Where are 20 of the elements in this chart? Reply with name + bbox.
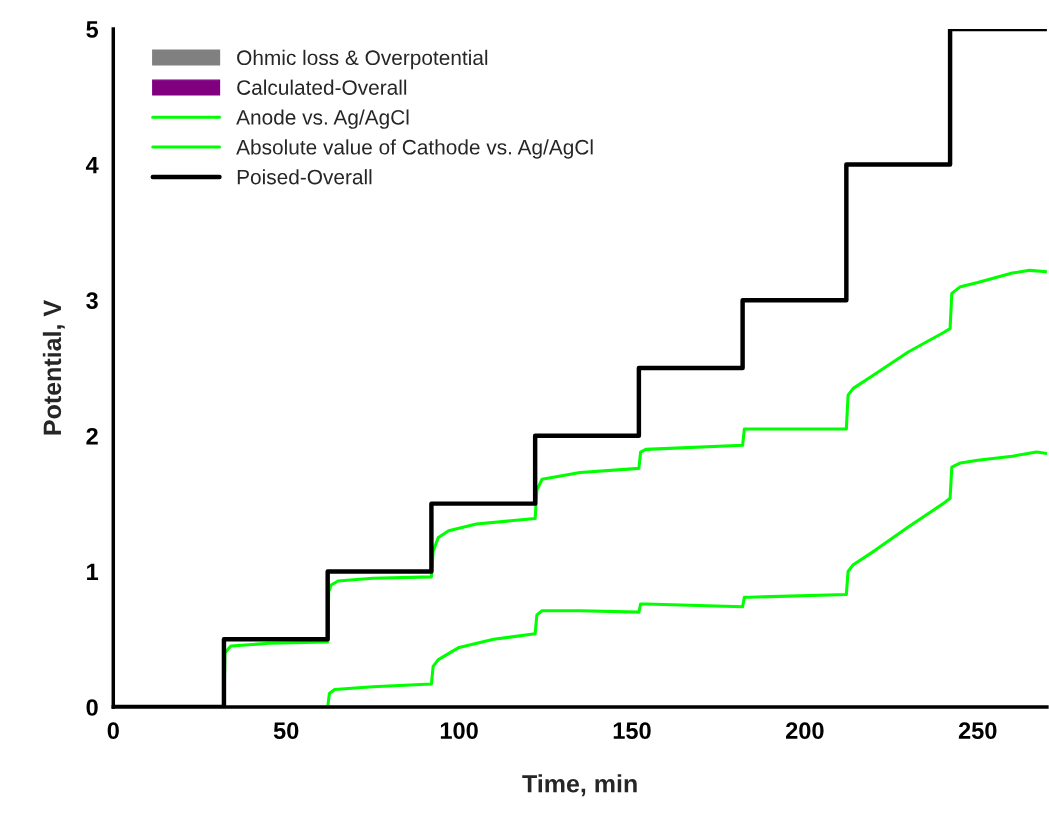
y-tick-label: 5 — [86, 21, 99, 38]
x-tick-label: 200 — [785, 722, 824, 740]
y-tick-label: 2 — [86, 427, 98, 445]
x-axis-title: Time, min — [522, 774, 637, 797]
y-tick-label: 3 — [86, 292, 98, 310]
line-series — [326, 450, 1047, 708]
y-axis-title: Potential, V — [42, 300, 65, 435]
legend-label: Calculated-Overall — [237, 79, 407, 95]
legend-label: Ohmic loss & Overpotential — [237, 49, 488, 70]
x-tick-label: 150 — [613, 722, 651, 740]
legend-label: Absolute value of Cathode vs. Ag/AgCl — [236, 139, 593, 159]
y-tick-label: 0 — [86, 699, 98, 716]
legend-label: Poised-Overall — [237, 169, 372, 185]
y-tick-label: 4 — [85, 156, 99, 174]
y-tick-label: 1 — [87, 563, 99, 581]
x-tick-label: 50 — [273, 722, 299, 740]
x-tick-label: 0 — [107, 722, 119, 740]
legend-label: Anode vs. Ag/AgCl — [236, 109, 409, 129]
x-tick-label: 100 — [440, 722, 478, 740]
x-tick-label: 250 — [958, 722, 997, 740]
